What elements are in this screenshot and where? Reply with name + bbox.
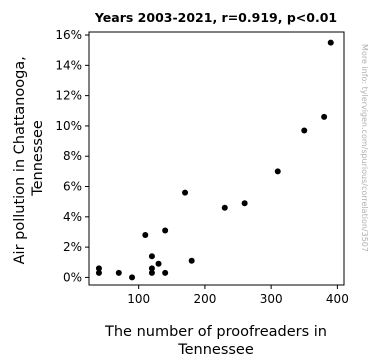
y-axis-label: Air pollution in Chattanooga, Tennessee <box>12 52 46 265</box>
x-tick-label: 400 <box>326 292 349 306</box>
y-axis-label-line-1: Air pollution in Chattanooga, <box>12 56 28 264</box>
data-point <box>301 127 308 134</box>
y-axis: 0% 2% 4% 6% 8% 10% 12% 14% 16% <box>55 28 89 284</box>
data-point <box>327 39 334 46</box>
data-point <box>188 257 195 264</box>
data-point <box>148 269 155 276</box>
data-point <box>95 265 102 272</box>
data-point <box>221 204 228 211</box>
data-point <box>162 227 169 234</box>
data-point <box>241 200 248 207</box>
data-point <box>142 232 149 239</box>
plot-area <box>88 31 345 286</box>
data-point <box>182 189 189 196</box>
x-axis: 100 200 300 400 <box>127 285 349 306</box>
x-tick-label: 300 <box>260 292 283 306</box>
y-tick-label: 2% <box>63 240 82 254</box>
y-tick-label: 4% <box>63 210 82 224</box>
y-tick-label: 16% <box>55 28 82 42</box>
data-point <box>162 269 169 276</box>
watermark-text: More info: tylervigen.com/spurious/corre… <box>360 44 369 252</box>
data-point <box>115 269 122 276</box>
data-point <box>274 168 281 175</box>
data-point <box>155 260 162 267</box>
x-axis-label-line-2: Tennessee <box>177 342 254 358</box>
data-point <box>321 113 328 120</box>
y-axis-label-line-2: Tennessee <box>30 120 46 197</box>
x-axis-label-line-1: The number of proofreaders in <box>104 324 327 340</box>
chart-title: Years 2003-2021, r=0.919, p<0.01 <box>94 10 337 25</box>
data-point <box>129 274 136 281</box>
x-tick-label: 100 <box>127 292 150 306</box>
y-tick-label: 0% <box>63 270 82 284</box>
y-tick-label: 12% <box>55 89 82 103</box>
data-points <box>95 39 334 281</box>
y-tick-label: 10% <box>55 119 82 133</box>
y-tick-label: 14% <box>55 58 82 72</box>
y-tick-label: 8% <box>63 149 82 163</box>
data-point <box>148 265 155 272</box>
data-point <box>148 253 155 260</box>
data-point <box>95 269 102 276</box>
x-tick-label: 200 <box>193 292 216 306</box>
y-tick-label: 6% <box>63 180 82 194</box>
